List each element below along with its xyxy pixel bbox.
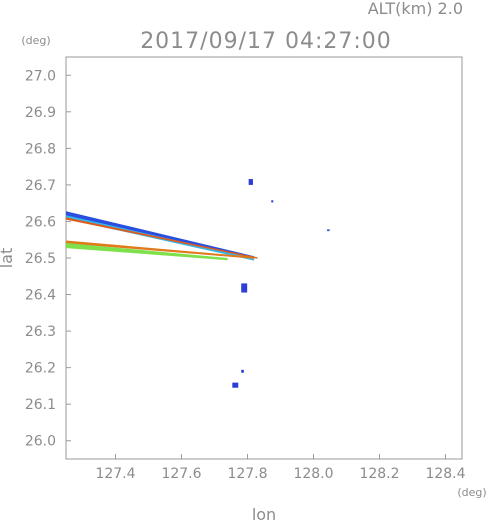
x-axis: 127.4 127.6 127.8 128.0 128.2 128.4 — [95, 454, 466, 482]
y-tick-label: 26.7 — [25, 178, 56, 194]
echo-feature-8 — [327, 229, 330, 232]
x-tick-label: 127.8 — [227, 466, 267, 482]
y-tick-label: 26.6 — [25, 214, 56, 230]
altitude-label: ALT(km) 2.0 — [368, 0, 463, 18]
y-tick-label: 26.8 — [25, 141, 56, 157]
y-tick-label: 26.1 — [25, 397, 56, 413]
y-tick-label: 26.9 — [25, 105, 56, 121]
plot-frame — [65, 56, 463, 460]
echo-feature-3 — [66, 217, 258, 259]
echo-feature-9 — [241, 283, 248, 293]
x-unit-label: (deg) — [457, 486, 486, 499]
y-tick-label: 26.5 — [25, 251, 56, 267]
y-tick-label: 26.4 — [25, 288, 56, 304]
echo-feature-5 — [66, 243, 228, 261]
x-tick-label: 128.4 — [425, 466, 465, 482]
echo-feature-6 — [248, 179, 253, 185]
x-tick-label: 128.0 — [293, 466, 333, 482]
x-tick-label: 127.6 — [161, 466, 201, 482]
echo-feature-4 — [66, 240, 255, 259]
y-axis-label: lat — [0, 248, 16, 269]
chart-title: 2017/09/17 04:27:00 — [140, 29, 392, 54]
x-axis-label: lon — [252, 505, 276, 521]
echo-feature-11 — [232, 382, 239, 388]
y-tick-label: 26.0 — [25, 434, 56, 450]
y-unit-label: (deg) — [21, 34, 50, 47]
echo-feature-10 — [241, 369, 244, 373]
y-tick-label: 26.3 — [25, 324, 56, 340]
data-marks — [66, 179, 330, 388]
y-tick-label: 27.0 — [25, 68, 56, 84]
y-tick-label: 26.2 — [25, 361, 56, 377]
echo-feature-7 — [271, 200, 274, 203]
y-axis: 26.0 26.1 26.2 26.3 26.4 26.5 26.6 26.7 26.8 26.9… — [25, 68, 71, 450]
x-tick-label: 128.2 — [359, 466, 399, 482]
x-tick-label: 127.4 — [95, 466, 135, 482]
